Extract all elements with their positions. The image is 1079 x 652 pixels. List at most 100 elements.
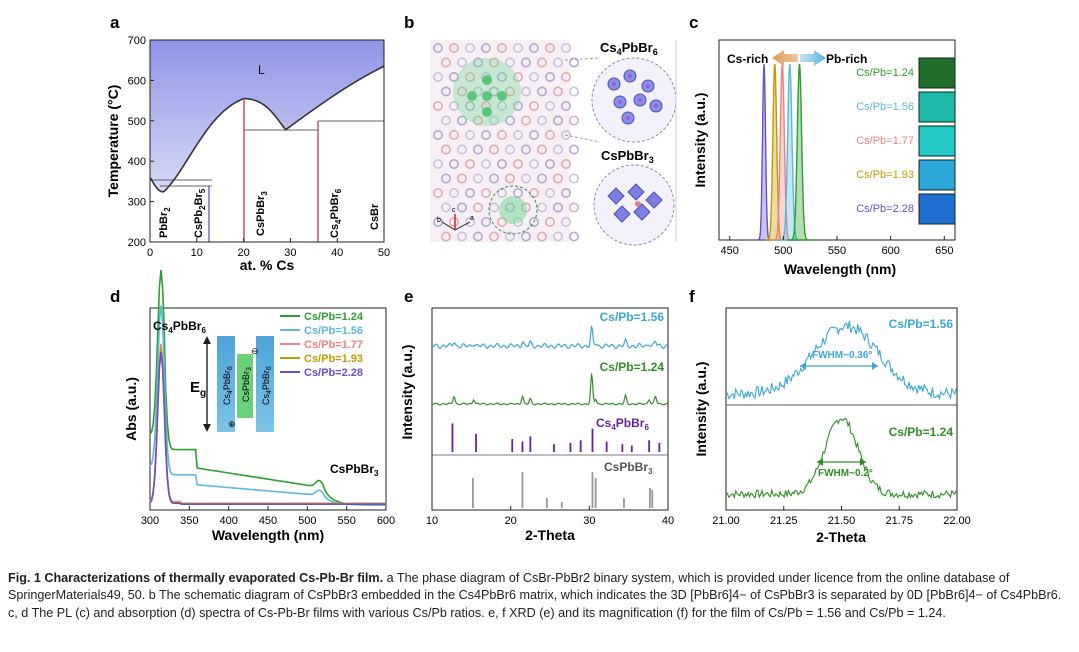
x-tick-label: 450 — [259, 515, 277, 527]
x-tick-label: 400 — [219, 515, 237, 527]
label-ref-cspbbr3: CsPbBr3 — [604, 460, 653, 476]
panel-b: b Cs4PbBr6 CsPbBr3 b a c — [404, 13, 677, 246]
arrow-right — [800, 50, 826, 66]
label-156-f: Cs/Pb=1.56 — [889, 317, 954, 331]
svg-text:b: b — [437, 217, 441, 224]
x-tick-label: 650 — [935, 245, 953, 257]
x-tick-label: 30 — [284, 247, 296, 259]
legend-entry: Cs/Pb=1.93 — [304, 353, 363, 365]
phase-label-pbbr2: PbBr2 — [158, 207, 172, 238]
label-shoulder-cspbbr3: CsPbBr3 — [330, 462, 379, 478]
xrd-curves — [431, 325, 669, 508]
x-tick-label: 10 — [426, 515, 438, 527]
y-axis-label-f: Intensity (a.u.) — [693, 362, 709, 457]
x-tick-label: 550 — [828, 245, 846, 257]
x-tick-label: 21.25 — [770, 515, 798, 527]
label-peak-cs4pbbr6: Cs4PbBr6 — [153, 319, 206, 335]
film-photo — [918, 125, 956, 157]
y-tick-label: 600 — [128, 75, 146, 87]
film-photo — [918, 159, 956, 191]
svg-text:⊖: ⊖ — [251, 346, 259, 356]
caption-title: Fig. 1 Characterizations of thermally ev… — [8, 571, 384, 585]
y-tick-label: 700 — [128, 35, 146, 47]
x-tick-label: 300 — [141, 515, 159, 527]
x-tick-label: 21.50 — [828, 515, 856, 527]
cs4pbbr6-highlight — [453, 58, 521, 126]
x-tick-label: 21.75 — [885, 515, 913, 527]
panel-e: e Cs/Pb=1.56 Cs/Pb=1.24 Cs4PbBr6 CsPbBr3… — [399, 287, 674, 543]
x-ticks-a: 0 10 20 30 40 50 — [147, 238, 390, 259]
legend-entry: Cs/Pb=1.77 — [856, 135, 914, 147]
x-axis-label-d: Wavelength (nm) — [212, 527, 324, 543]
panel-f-letter: f — [689, 287, 695, 306]
abs-curves — [149, 270, 386, 506]
axes-gizmo: b a c — [437, 207, 474, 231]
x-tick-label: 600 — [881, 245, 899, 257]
liquidus-curve — [149, 65, 385, 193]
x-tick-label: 40 — [662, 515, 674, 527]
x-tick-label: 0 — [147, 247, 153, 259]
x-axis-label-e: 2-Theta — [525, 527, 575, 543]
y-axis-label-a: Temperature (°C) — [105, 85, 121, 198]
x-ticks-e: 10 20 30 40 — [426, 506, 674, 527]
label-124-e: Cs/Pb=1.24 — [600, 360, 665, 374]
legend-entry: Cs/Pb=1.24 — [856, 67, 914, 79]
x-tick-label: 10 — [191, 247, 203, 259]
x-tick-label: 30 — [583, 515, 595, 527]
film-photo — [918, 193, 956, 225]
panel-d-letter: d — [110, 287, 120, 306]
cspbbr3-highlight — [488, 185, 538, 235]
panel-c-letter: c — [689, 13, 698, 32]
y-axis-label-c: Intensity (a.u.) — [692, 93, 708, 188]
panel-d: d Cs4PbBr6 CsPbBr3 Cs4PbBr6 CsPbBr3 Cs4P… — [110, 270, 395, 543]
x-tick-label: 450 — [721, 245, 739, 257]
svg-text:c: c — [452, 207, 456, 214]
film-photos — [918, 57, 956, 225]
x-tick-label: 600 — [377, 515, 395, 527]
axes-frame-e — [431, 307, 669, 511]
x-axis-label-f: 2-Theta — [816, 529, 866, 545]
arrow-left — [772, 50, 798, 66]
panel-a: a L PbBr2 CsPb2Br5 CsPbBr3 Cs4PbBr6 CsBr… — [105, 13, 390, 273]
abs-curve — [149, 352, 386, 505]
xrd-pattern — [431, 325, 669, 350]
pl-legend: Cs/Pb=1.24 Cs/Pb=1.56 Cs/Pb=1.77 Cs/Pb=1.93… — [856, 67, 914, 215]
x-axis-label-c: Wavelength (nm) — [784, 261, 896, 277]
svg-text:⊕: ⊕ — [228, 419, 236, 429]
phase-label-cspb2br5: CsPb2Br5 — [193, 188, 207, 238]
label-cs4pbbr6: Cs4PbBr6 — [600, 40, 658, 57]
film-photo — [918, 57, 956, 89]
x-tick-label: 350 — [180, 515, 198, 527]
caption-body: a The phase diagram of CsBr-PbBr2 binary… — [8, 571, 1062, 620]
y-ticks-a: 200 300 400 500 600 700 — [128, 35, 154, 249]
svg-text:a: a — [470, 215, 474, 222]
x-tick-label: 50 — [378, 247, 390, 259]
x-axis-label-a: at. % Cs — [240, 257, 295, 273]
xrd-zoom-pattern — [725, 320, 957, 401]
y-axis-label-d: Abs (a.u.) — [123, 377, 139, 441]
pl-curve — [787, 63, 812, 241]
xrd-zoom-pattern — [725, 417, 957, 500]
figure-caption: Fig. 1 Characterizations of thermally ev… — [8, 570, 1071, 622]
phase-label-cs4pbbr6: Cs4PbBr6 — [329, 188, 343, 238]
y-axis-label-e: Intensity (a.u.) — [399, 345, 415, 440]
fwhm-156: FWHM~0.36° — [812, 350, 872, 361]
y-tick-label: 200 — [128, 237, 146, 249]
phase-label-cspbbr3: CsPbBr3 — [255, 191, 269, 236]
x-ticks-c: 450 500 550 600 650 — [721, 236, 953, 257]
x-tick-label: 500 — [298, 515, 316, 527]
xrd-zoom-curves — [725, 320, 957, 500]
svg-text:Cs4PbBr6: Cs4PbBr6 — [261, 366, 273, 405]
x-ticks-f: 21.00 21.25 21.50 21.75 22.00 — [712, 506, 971, 527]
label-cs-rich: Cs-rich — [727, 52, 768, 66]
y-tick-label: 500 — [128, 116, 146, 128]
x-tick-label: 21.00 — [712, 515, 740, 527]
x-tick-label: 500 — [774, 245, 792, 257]
legend-entry: Cs/Pb=1.24 — [304, 311, 364, 323]
svg-text:Cs4PbBr6: Cs4PbBr6 — [222, 366, 234, 405]
legend-entry: Cs/Pb=2.28 — [856, 203, 914, 215]
y-tick-label: 400 — [128, 156, 146, 168]
film-photo — [918, 91, 956, 123]
x-tick-label: 22.00 — [943, 515, 971, 527]
x-tick-label: 20 — [237, 247, 249, 259]
